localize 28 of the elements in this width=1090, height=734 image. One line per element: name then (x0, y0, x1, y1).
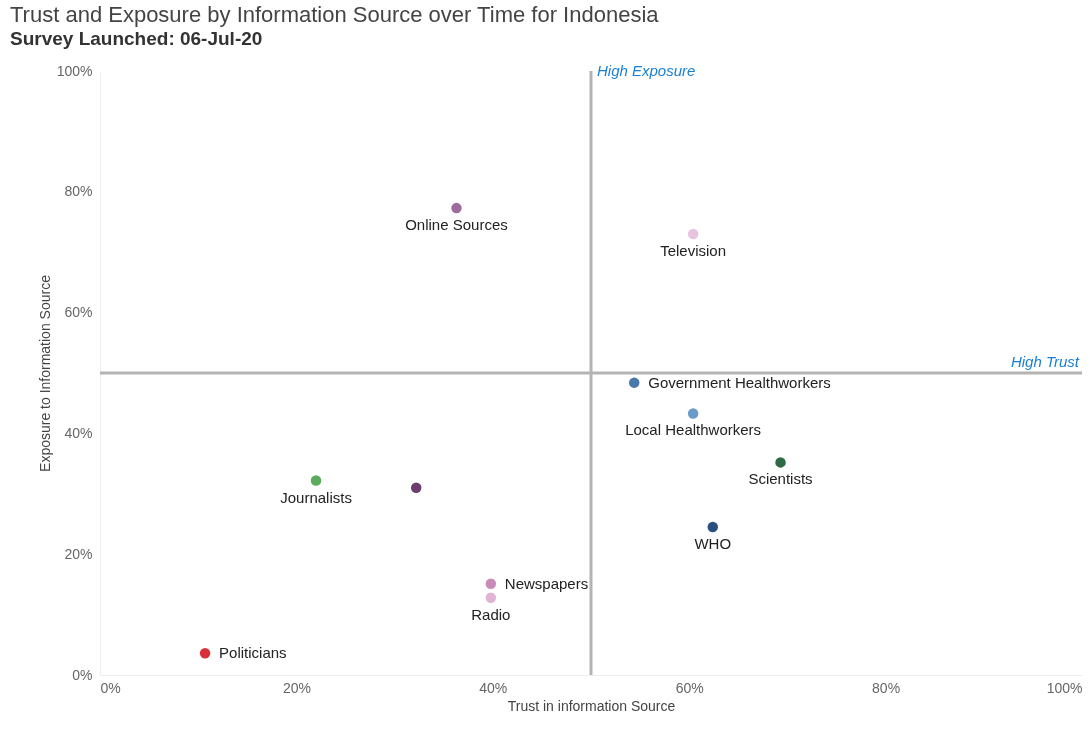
series-label: Online Sources (405, 216, 508, 234)
y-tick-label: 100% (56, 62, 93, 79)
x-tick-label: 80% (872, 679, 901, 696)
x-tick-label: 100% (1046, 679, 1083, 696)
series-label: Government Healthworkers (648, 373, 831, 391)
series-label: WHO (694, 535, 732, 553)
y-axis-title: Exposure to Information Source (36, 274, 53, 472)
y-tick-label: 60% (64, 304, 93, 321)
x-tick-label: 60% (675, 679, 704, 696)
x-tick-label: 40% (479, 679, 508, 696)
x-axis-title: Trust in information Source (507, 697, 676, 714)
series-label: Television (660, 242, 727, 260)
y-tick-label: 0% (72, 666, 93, 683)
chart-subtitle: Survey Launched: 06-Jul-20 (10, 28, 263, 49)
series-label: Scientists (748, 470, 813, 488)
series-label: Newspapers (504, 574, 589, 592)
y-tick-label: 20% (64, 545, 93, 562)
y-tick-label: 40% (64, 424, 93, 441)
y-tick-label: 80% (64, 183, 93, 200)
x-tick-label: 20% (282, 679, 311, 696)
ref-line-label: High Trust (1010, 353, 1080, 370)
series-label: Journalists (280, 488, 352, 506)
series-label: Politicians (219, 644, 287, 662)
ref-line-label: High Exposure (597, 62, 696, 79)
series-label: Local Healthworkers (625, 421, 762, 439)
x-tick-label: 0% (100, 679, 121, 696)
chart-title: Trust and Exposure by Information Source over Time for Indonesia (10, 2, 660, 27)
series-label: Radio (471, 605, 511, 623)
